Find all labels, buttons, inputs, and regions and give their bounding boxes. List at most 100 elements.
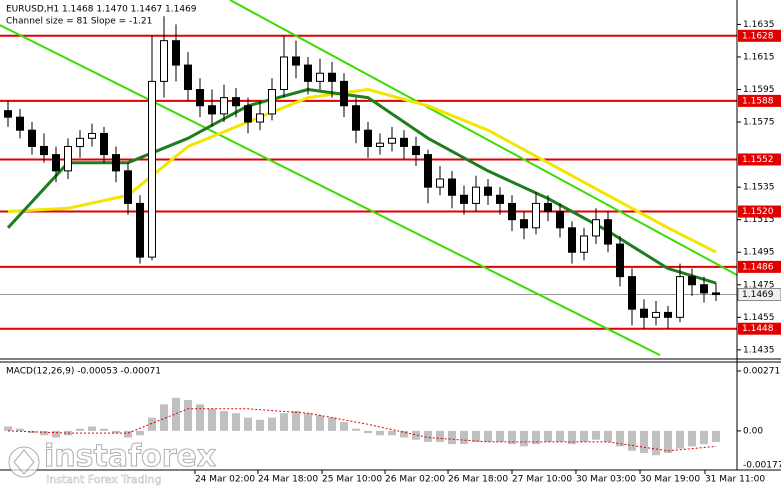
candle-body [424,154,432,188]
candle-body [568,227,576,253]
macd-bar [676,430,684,449]
macd-bar [136,430,144,436]
candle-body [28,129,36,147]
candle-body [664,311,672,318]
macd-bar [16,428,24,431]
candle-body [544,202,552,213]
current-price-box [737,288,781,302]
macd-bar [352,428,360,431]
macd-bar [244,417,252,431]
candle-body [376,142,384,147]
level-label-box [738,94,781,107]
candle-body [160,40,168,82]
level-label: 1.1552 [742,155,774,165]
candle-body [676,276,684,318]
candle-body [472,186,480,204]
current-price-label: 1.1469 [742,290,774,300]
candle-body [76,137,84,147]
macd-bar [280,413,288,431]
macd-bar [268,417,276,431]
candle-body [340,80,348,107]
macd-bar [628,430,636,451]
candle-body [652,311,660,318]
candle-body [520,219,528,229]
macd-bar [652,430,660,456]
y-tick-label: 1.1575 [743,118,775,128]
watermark-tagline: Instant Forex Trading [46,473,162,486]
macd-bar [376,430,384,436]
candle-body [112,154,120,172]
macd-bar [424,430,432,442]
level-label: 1.1588 [742,96,774,106]
candle-body [604,219,612,245]
candle-body [4,110,12,118]
candle-body [88,132,96,139]
level-label-box [738,153,781,166]
macd-signal [7,408,717,452]
level-label-box [738,322,781,335]
candle-body [400,137,408,147]
candle-body [460,194,468,204]
macd-bar [388,430,396,436]
macd-bar [364,430,372,434]
macd-bar [304,413,312,431]
candle-body [448,178,456,196]
candle-body [388,137,396,144]
watermark-icon [8,446,40,478]
macd-bar [208,408,216,431]
macd-bar [184,399,192,431]
candle-body [616,243,624,278]
macd-bar [712,430,720,442]
macd-bar [232,413,240,431]
x-tick-label: 31 Mar 11:00 [705,475,765,485]
candle-body [292,56,300,66]
x-tick-label: 24 Mar 18:00 [258,475,318,485]
candle-body [244,105,252,123]
macd-bar [148,417,156,431]
x-tick-label: 24 Mar 02:00 [195,475,255,485]
macd-bar [520,430,528,447]
candle-body [172,40,180,66]
chart-title: EURUSD,H1 1.1468 1.1470 1.1467 1.1469 [6,5,197,15]
macd-bar [292,410,300,431]
candle-body [148,80,156,258]
candle-body [256,113,264,123]
macd-bar [556,430,564,442]
level-label: 1.1448 [742,324,774,334]
macd-bar [112,430,120,434]
macd-bar [328,417,336,431]
candle-body [100,132,108,156]
x-tick-label: 25 Mar 10:00 [322,475,382,485]
candle-body [136,202,144,258]
y-tick-label: 1.1535 [743,183,775,193]
macd-bar [640,430,648,453]
candle-body [52,154,60,172]
macd-bar [592,430,600,440]
y-tick-label: 1.1495 [743,248,775,258]
candle-body [580,235,588,253]
channel-line [0,24,661,356]
level-label: 1.1520 [742,207,774,217]
candle-body [196,89,204,107]
macd-bar [532,430,540,445]
macd-bar [88,426,96,431]
candle-body [208,105,216,115]
candle-body [184,64,192,91]
macd-bar [172,397,180,431]
candle-body [316,72,324,82]
macd-bar [604,430,612,442]
macd-bar [496,430,504,442]
macd-bar [400,430,408,438]
macd-bar [460,430,468,445]
candle-body [364,129,372,147]
candle-body [232,97,240,107]
candle-body [268,89,276,115]
watermark: instaforex Instant Forex Trading [8,439,217,486]
x-tick-label: 30 Mar 03:00 [576,475,636,485]
macd-bar [484,430,492,442]
y-tick-label: 1.1455 [743,313,775,323]
candle-body [508,202,516,221]
macd-bar [700,430,708,445]
macd-title: MACD(12,26,9) -0.00053 -0.00071 [6,367,161,377]
